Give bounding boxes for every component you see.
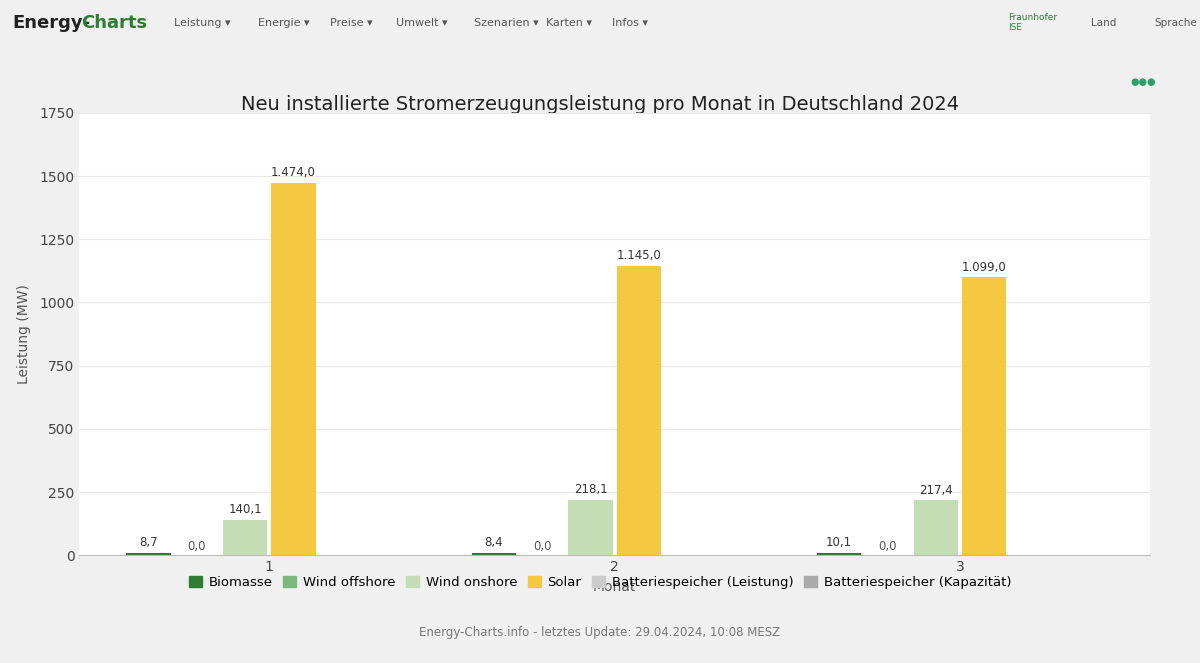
Text: 1.474,0: 1.474,0 — [271, 166, 316, 179]
Text: Umwelt ▾: Umwelt ▾ — [396, 17, 448, 27]
Text: 1.145,0: 1.145,0 — [617, 249, 661, 262]
Text: 1.099,0: 1.099,0 — [961, 261, 1007, 274]
Text: Land: Land — [1091, 17, 1117, 27]
Text: Energie ▾: Energie ▾ — [258, 17, 310, 27]
Text: 8,4: 8,4 — [485, 536, 503, 550]
Text: Karten ▾: Karten ▾ — [546, 17, 592, 27]
Bar — [472, 553, 516, 556]
Bar — [271, 182, 316, 556]
Text: ●●●: ●●● — [1130, 77, 1156, 87]
Text: 217,4: 217,4 — [919, 483, 953, 497]
Bar — [617, 266, 661, 556]
Y-axis label: Leistung (MW): Leistung (MW) — [17, 284, 31, 384]
Bar — [126, 553, 170, 556]
Text: Charts: Charts — [82, 13, 148, 32]
Text: Fraunhofer
ISE: Fraunhofer ISE — [1008, 13, 1057, 32]
Text: 8,7: 8,7 — [139, 536, 157, 550]
Text: 0,0: 0,0 — [878, 540, 896, 554]
Text: 0,0: 0,0 — [187, 540, 206, 554]
Text: Preise ▾: Preise ▾ — [330, 17, 373, 27]
X-axis label: Monat: Monat — [593, 579, 636, 594]
Text: Leistung ▾: Leistung ▾ — [174, 17, 230, 27]
Text: 140,1: 140,1 — [228, 503, 262, 516]
Text: Energy-: Energy- — [12, 13, 90, 32]
Bar — [817, 553, 862, 556]
Text: Infos ▾: Infos ▾ — [612, 17, 648, 27]
Text: 218,1: 218,1 — [574, 483, 607, 497]
Bar — [569, 500, 613, 556]
Bar — [913, 501, 958, 556]
Text: Energy-Charts.info - letztes Update: 29.04.2024, 10:08 MESZ: Energy-Charts.info - letztes Update: 29.… — [420, 626, 780, 639]
Text: 0,0: 0,0 — [533, 540, 551, 554]
Text: Szenarien ▾: Szenarien ▾ — [474, 17, 539, 27]
Bar — [962, 277, 1007, 556]
Bar — [223, 520, 268, 556]
Legend: Biomasse, Wind offshore, Wind onshore, Solar, Batteriespeicher (Leistung), Batte: Biomasse, Wind offshore, Wind onshore, S… — [188, 575, 1012, 589]
Text: 10,1: 10,1 — [826, 536, 852, 549]
Text: Neu installierte Stromerzeugungsleistung pro Monat in Deutschland 2024: Neu installierte Stromerzeugungsleistung… — [241, 95, 959, 114]
Text: Sprache: Sprache — [1154, 17, 1198, 27]
